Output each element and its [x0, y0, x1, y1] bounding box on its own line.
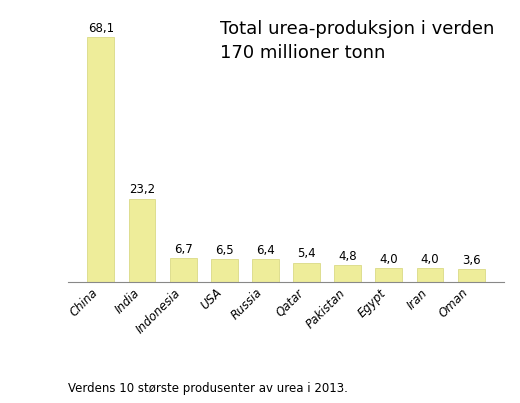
Text: 68,1: 68,1: [88, 22, 114, 35]
Bar: [417, 268, 444, 282]
Bar: [211, 259, 238, 282]
Bar: [252, 259, 279, 282]
Text: 5,4: 5,4: [297, 247, 316, 260]
Text: 4,0: 4,0: [421, 253, 439, 266]
Bar: [375, 268, 402, 282]
Text: Total urea-produksjon i verden
170 millioner tonn: Total urea-produksjon i verden 170 milli…: [220, 20, 495, 62]
Text: 23,2: 23,2: [129, 183, 155, 196]
Bar: [334, 265, 361, 282]
Bar: [87, 37, 114, 282]
Bar: [170, 258, 197, 282]
Text: 6,7: 6,7: [174, 243, 192, 256]
Text: 4,0: 4,0: [380, 253, 398, 266]
Text: 3,6: 3,6: [462, 254, 480, 267]
Text: 4,8: 4,8: [339, 250, 357, 263]
Text: 6,4: 6,4: [256, 244, 275, 257]
Bar: [293, 263, 320, 282]
Text: Verdens 10 største produsenter av urea i 2013.: Verdens 10 største produsenter av urea i…: [68, 382, 347, 395]
Text: 6,5: 6,5: [215, 243, 233, 257]
Bar: [128, 199, 155, 282]
Bar: [458, 269, 485, 282]
